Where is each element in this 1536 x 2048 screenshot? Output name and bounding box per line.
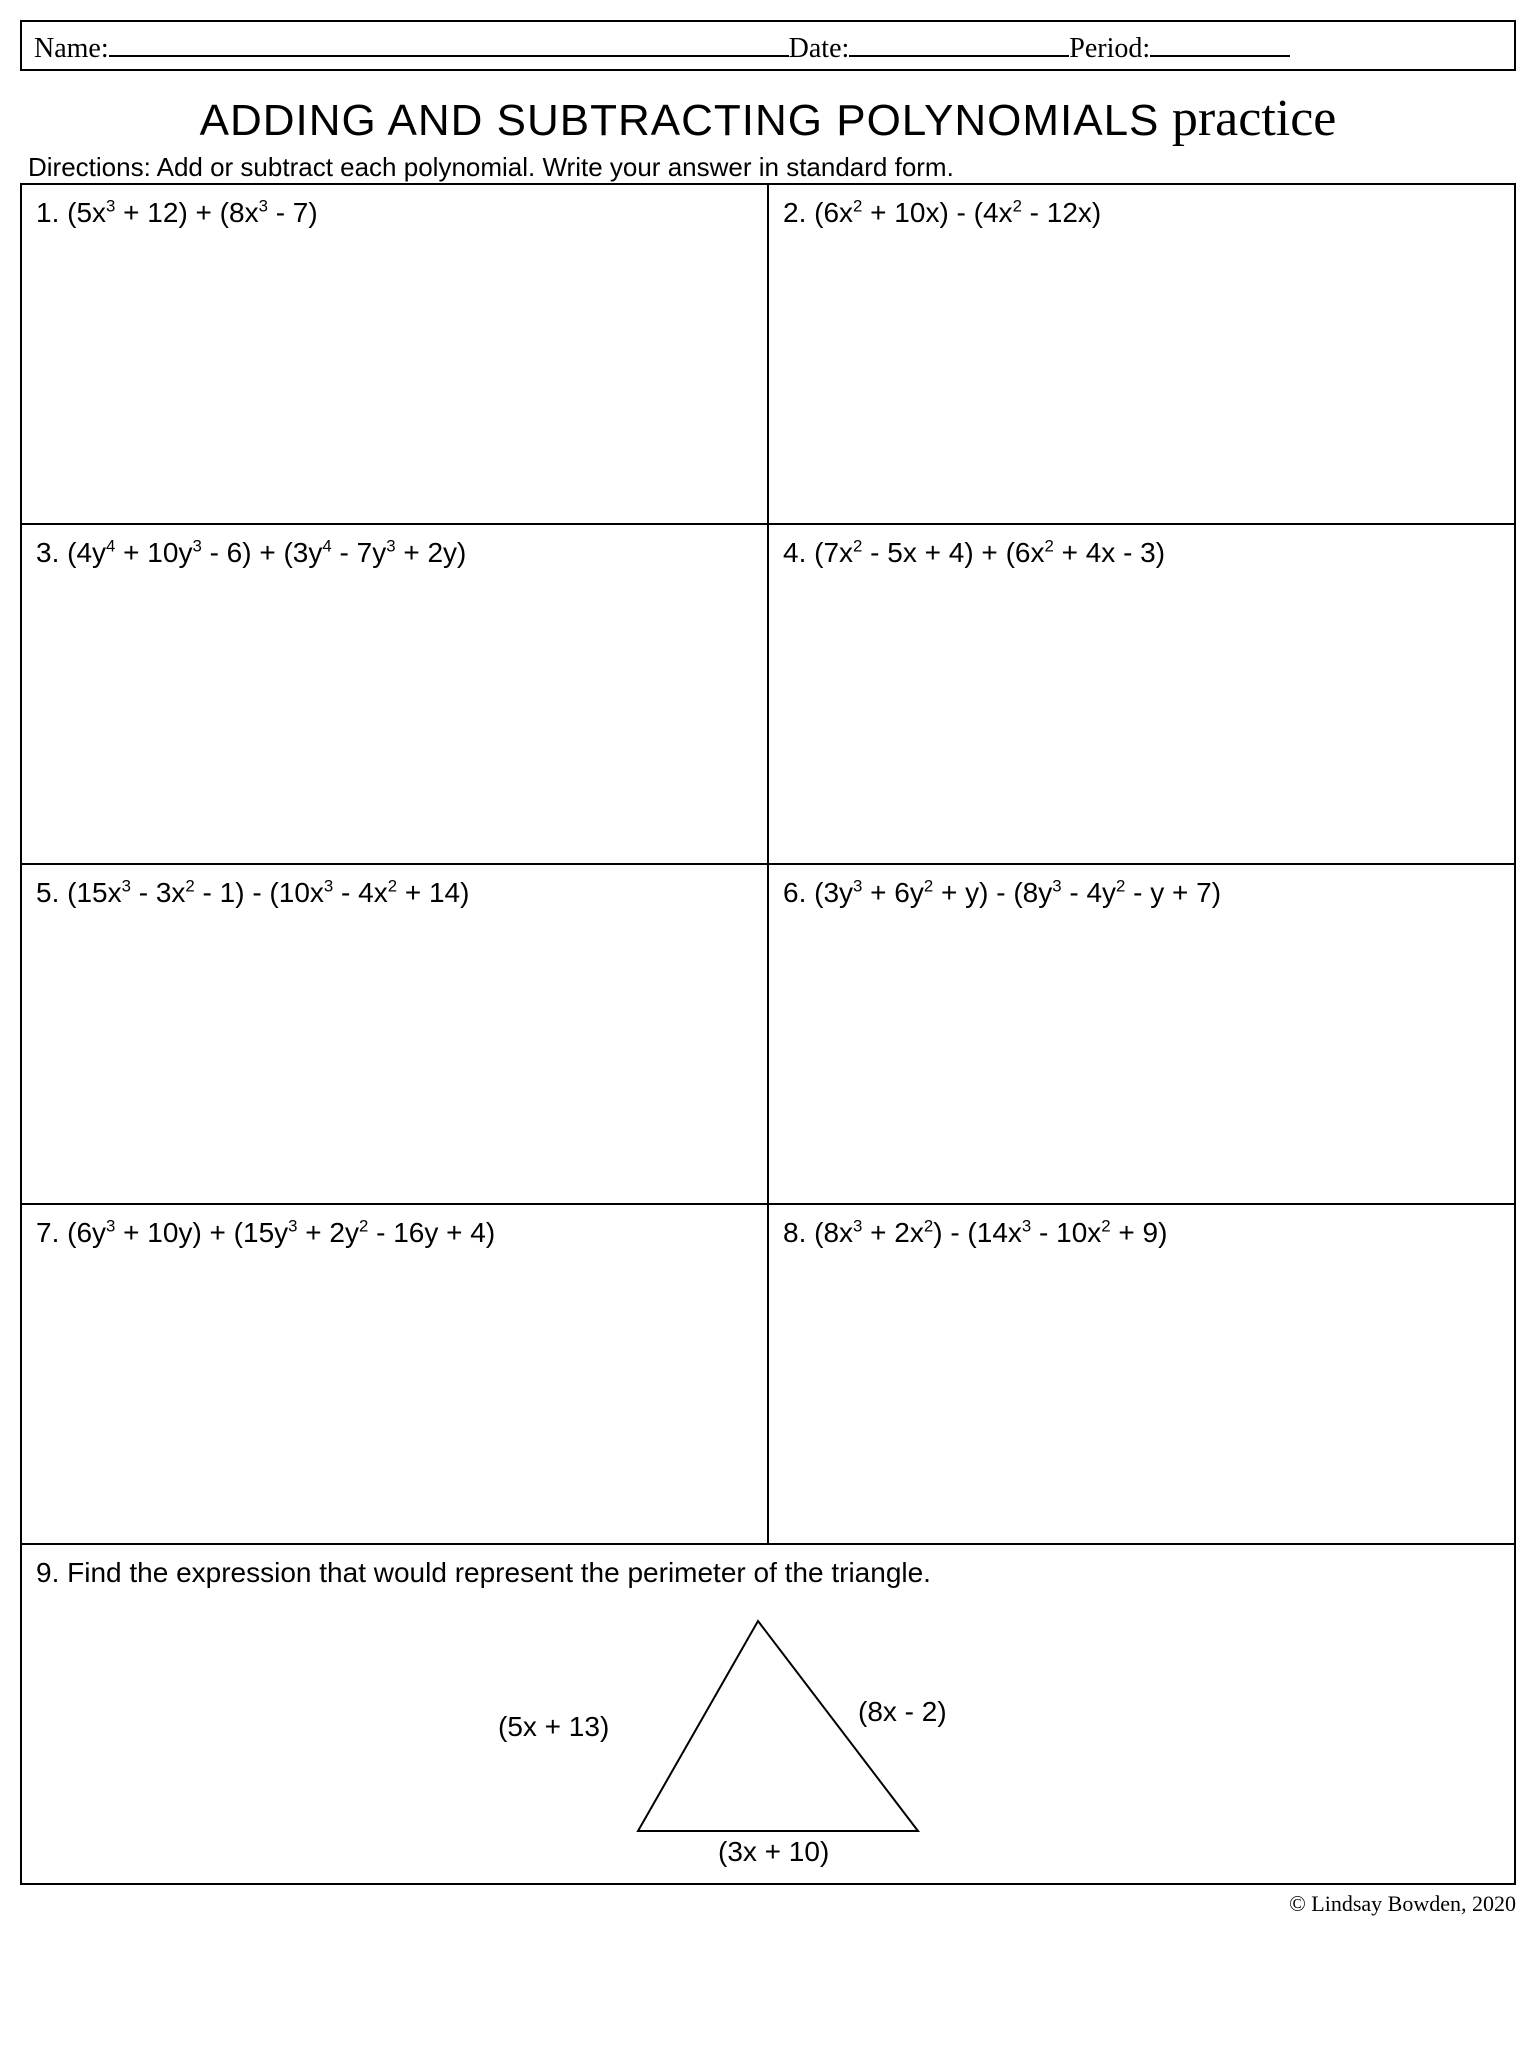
problem-number: 5. <box>36 877 59 908</box>
triangle-left-label: (5x + 13) <box>498 1711 609 1743</box>
cell-9: 9. Find the expression that would repres… <box>21 1544 1515 1884</box>
directions-text: Directions: Add or subtract each polynom… <box>28 152 1516 183</box>
title-script: practice <box>1172 90 1337 147</box>
problem-number: 8. <box>783 1217 806 1248</box>
copyright-text: © Lindsay Bowden, 2020 <box>20 1891 1516 1917</box>
problem-expression: (6y3 + 10y) + (15y3 + 2y2 - 16y + 4) <box>67 1217 495 1248</box>
problem-number: 7. <box>36 1217 59 1248</box>
problem-number: 9. <box>36 1557 59 1588</box>
period-label: Period: <box>1069 33 1150 65</box>
date-label: Date: <box>789 33 850 65</box>
name-label: Name: <box>34 33 109 65</box>
cell-3: 3. (4y4 + 10y3 - 6) + (3y4 - 7y3 + 2y) <box>21 524 768 864</box>
problem-expression: (3y3 + 6y2 + y) - (8y3 - 4y2 - y + 7) <box>814 877 1221 908</box>
problem-expression: (4y4 + 10y3 - 6) + (3y4 - 7y3 + 2y) <box>67 537 466 568</box>
period-blank[interactable] <box>1150 26 1290 57</box>
problem-expression: (5x3 + 12) + (8x3 - 7) <box>67 197 318 228</box>
problem-expression: (8x3 + 2x2) - (14x3 - 10x2 + 9) <box>814 1217 1167 1248</box>
worksheet-title: ADDING AND SUBTRACTING POLYNOMIALS pract… <box>20 89 1516 148</box>
triangle-shape <box>558 1611 978 1871</box>
cell-7: 7. (6y3 + 10y) + (15y3 + 2y2 - 16y + 4) <box>21 1204 768 1544</box>
problem-number: 1. <box>36 197 59 228</box>
problem-expression: (15x3 - 3x2 - 1) - (10x3 - 4x2 + 14) <box>67 877 469 908</box>
triangle-bottom-label: (3x + 10) <box>718 1836 829 1868</box>
title-main: ADDING AND SUBTRACTING POLYNOMIALS <box>200 96 1160 145</box>
problem-number: 6. <box>783 877 806 908</box>
problem-number: 2. <box>783 197 806 228</box>
cell-8: 8. (8x3 + 2x2) - (14x3 - 10x2 + 9) <box>768 1204 1515 1544</box>
problem-text: Find the expression that would represent… <box>67 1557 931 1588</box>
cell-6: 6. (3y3 + 6y2 + y) - (8y3 - 4y2 - y + 7) <box>768 864 1515 1204</box>
date-blank[interactable] <box>849 26 1069 57</box>
triangle-diagram: (5x + 13) (8x - 2) (3x + 10) <box>558 1611 978 1871</box>
cell-4: 4. (7x2 - 5x + 4) + (6x2 + 4x - 3) <box>768 524 1515 864</box>
name-blank[interactable] <box>109 26 789 57</box>
problem-number: 4. <box>783 537 806 568</box>
problem-expression: (6x2 + 10x) - (4x2 - 12x) <box>814 197 1101 228</box>
problem-expression: (7x2 - 5x + 4) + (6x2 + 4x - 3) <box>814 537 1165 568</box>
problem-number: 3. <box>36 537 59 568</box>
triangle-right-label: (8x - 2) <box>858 1696 947 1728</box>
header-box: Name: Date: Period: <box>20 20 1516 71</box>
cell-1: 1. (5x3 + 12) + (8x3 - 7) <box>21 184 768 524</box>
cell-2: 2. (6x2 + 10x) - (4x2 - 12x) <box>768 184 1515 524</box>
problem-grid: 1. (5x3 + 12) + (8x3 - 7) 2. (6x2 + 10x)… <box>20 183 1516 1885</box>
cell-5: 5. (15x3 - 3x2 - 1) - (10x3 - 4x2 + 14) <box>21 864 768 1204</box>
